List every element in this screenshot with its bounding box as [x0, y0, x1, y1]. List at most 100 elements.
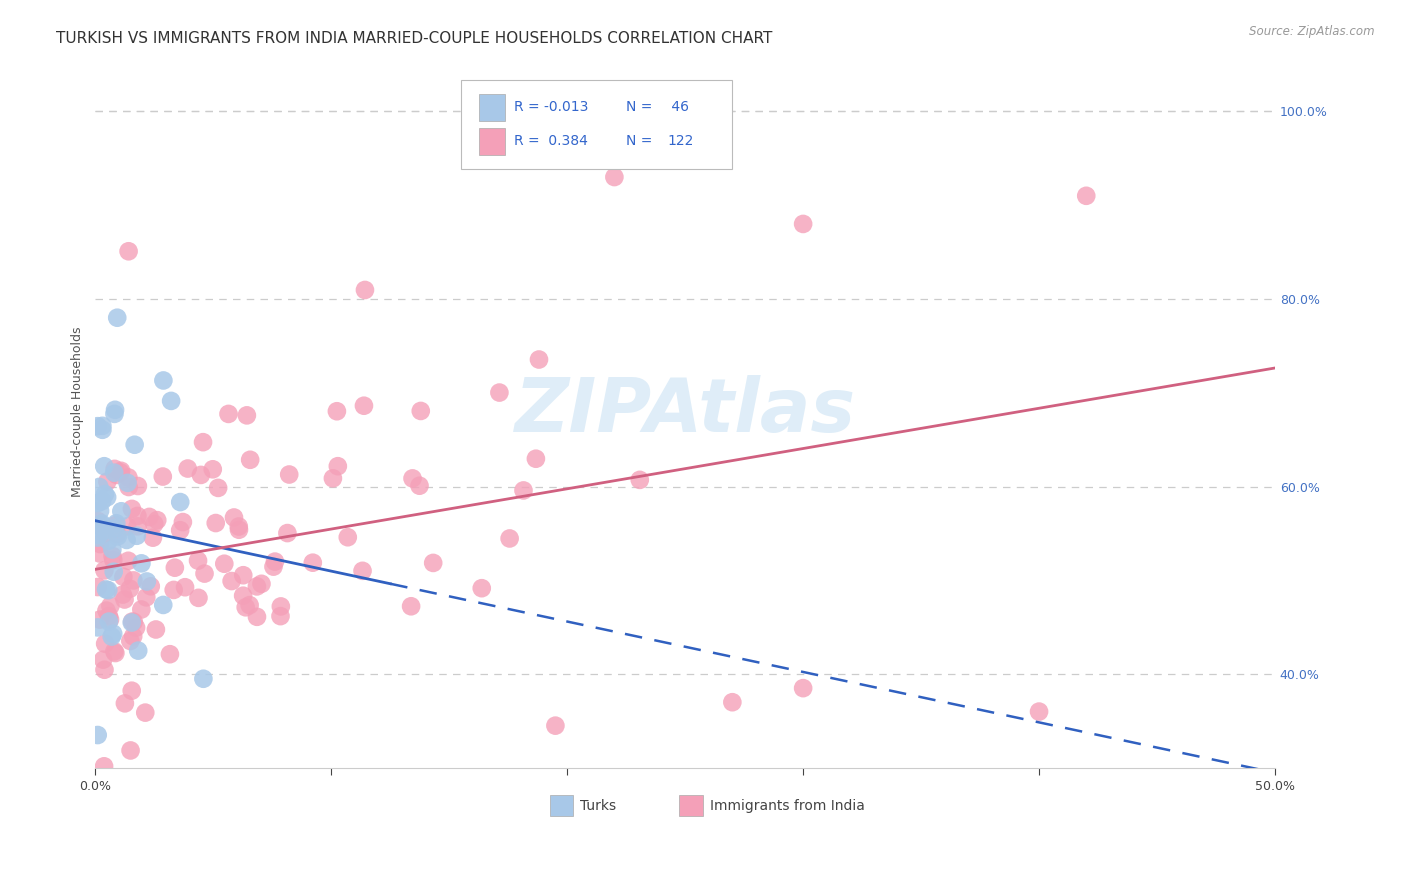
Point — [117, 554, 139, 568]
Point — [114, 592, 136, 607]
Bar — [679, 795, 703, 816]
Point — [97, 615, 120, 629]
Text: R =  0.384: R = 0.384 — [515, 135, 588, 148]
Point — [204, 516, 226, 530]
Point — [336, 530, 359, 544]
Point — [98, 612, 121, 626]
Point — [152, 598, 174, 612]
Point — [118, 480, 141, 494]
Point — [131, 557, 153, 571]
Point — [353, 399, 375, 413]
Point — [401, 471, 423, 485]
Point — [125, 529, 148, 543]
Point — [121, 502, 143, 516]
Point — [138, 509, 160, 524]
Point — [86, 728, 108, 742]
Point — [354, 283, 377, 297]
Point — [408, 479, 430, 493]
Point — [124, 438, 146, 452]
Point — [191, 435, 214, 450]
Point — [409, 404, 432, 418]
Point — [121, 683, 143, 698]
Point — [177, 461, 200, 475]
Point — [326, 459, 349, 474]
Point — [103, 407, 125, 421]
Point — [89, 537, 111, 551]
Point — [86, 527, 108, 541]
Point — [228, 523, 250, 537]
Point — [91, 518, 114, 533]
Point — [163, 560, 186, 574]
Point — [91, 418, 114, 433]
Point — [104, 462, 127, 476]
Point — [322, 471, 344, 485]
Point — [86, 518, 108, 533]
Point — [146, 513, 169, 527]
Point — [159, 647, 181, 661]
Point — [190, 467, 212, 482]
Point — [90, 516, 112, 531]
Point — [89, 613, 111, 627]
Point — [603, 169, 626, 184]
Point — [201, 462, 224, 476]
FancyBboxPatch shape — [461, 80, 733, 169]
Point — [93, 759, 115, 773]
Point — [104, 521, 127, 535]
Point — [117, 470, 139, 484]
Point — [103, 626, 125, 640]
Text: TURKISH VS IMMIGRANTS FROM INDIA MARRIED-COUPLE HOUSEHOLDS CORRELATION CHART: TURKISH VS IMMIGRANTS FROM INDIA MARRIED… — [56, 31, 773, 46]
Point — [100, 630, 122, 644]
Point — [91, 494, 114, 508]
Point — [103, 565, 125, 579]
Point — [96, 475, 118, 489]
Point — [152, 469, 174, 483]
Point — [97, 533, 120, 548]
Point — [86, 531, 108, 545]
Point — [1028, 705, 1050, 719]
Point — [111, 588, 134, 602]
Point — [221, 574, 243, 588]
Point — [122, 615, 145, 629]
Point — [93, 663, 115, 677]
Point — [269, 609, 291, 624]
Point — [352, 564, 374, 578]
Point — [96, 604, 118, 618]
Point — [105, 527, 128, 541]
Point — [422, 556, 444, 570]
Text: 122: 122 — [668, 135, 693, 148]
Point — [110, 464, 132, 478]
Point — [93, 459, 115, 474]
Point — [187, 553, 209, 567]
Point — [228, 519, 250, 533]
Point — [117, 244, 139, 259]
Point — [270, 599, 292, 614]
Point — [122, 629, 145, 643]
Point — [792, 681, 814, 695]
Point — [127, 643, 149, 657]
Point — [193, 672, 215, 686]
Point — [143, 516, 166, 531]
Point — [628, 473, 651, 487]
Point — [127, 519, 149, 533]
Point — [264, 555, 287, 569]
Point — [721, 695, 744, 709]
Point — [101, 549, 124, 563]
Point — [86, 580, 108, 594]
Point — [121, 615, 143, 629]
Bar — [550, 795, 574, 816]
Point — [163, 582, 186, 597]
Point — [115, 519, 138, 533]
Point — [235, 600, 257, 615]
Point — [110, 466, 132, 480]
Text: Source: ZipAtlas.com: Source: ZipAtlas.com — [1250, 25, 1375, 38]
Point — [112, 570, 135, 584]
Point — [94, 637, 117, 651]
Point — [222, 510, 245, 524]
Point — [131, 602, 153, 616]
Point — [152, 374, 174, 388]
Bar — [478, 128, 505, 155]
Point — [97, 609, 120, 624]
Point — [193, 566, 215, 581]
Point — [218, 407, 240, 421]
Point — [524, 451, 547, 466]
